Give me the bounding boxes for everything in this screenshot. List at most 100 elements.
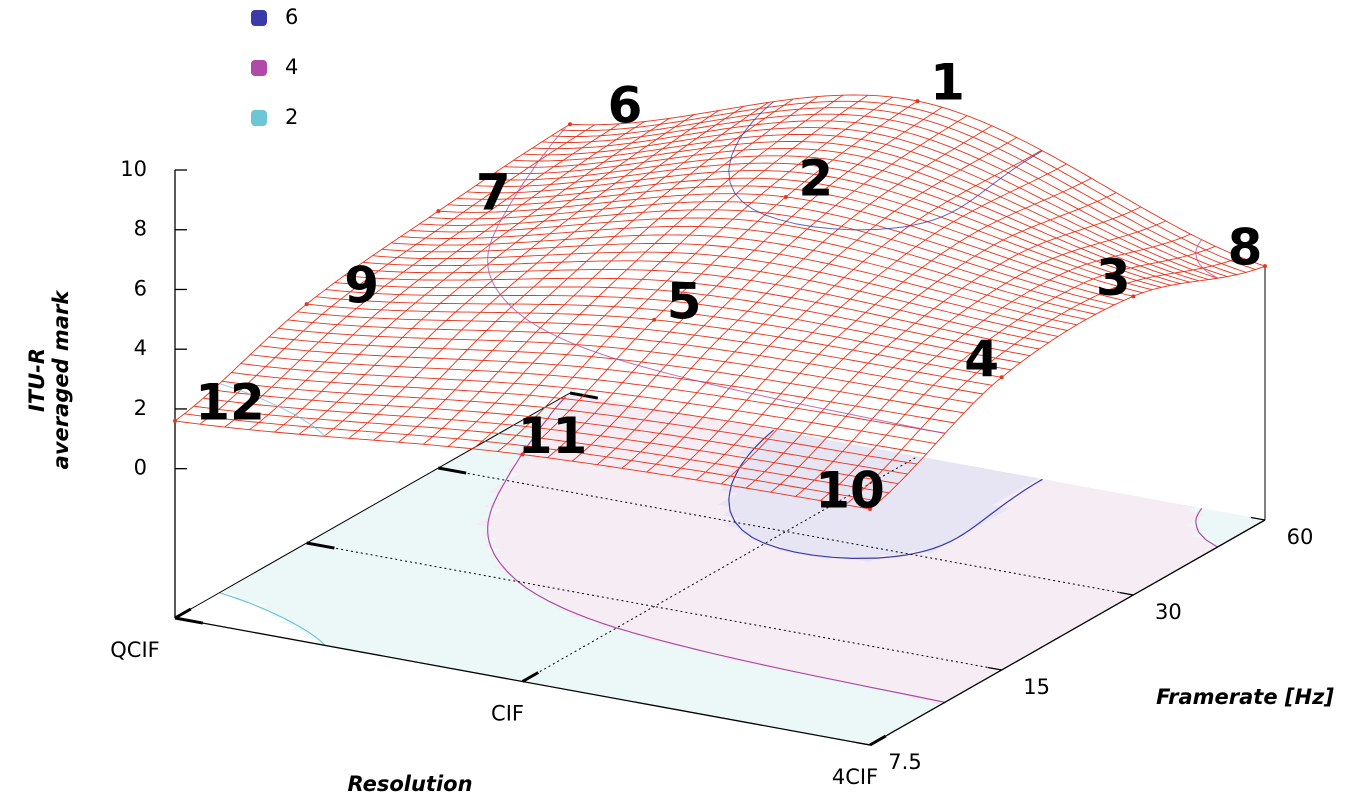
surface-point xyxy=(304,302,309,307)
surface-contour xyxy=(487,127,1218,434)
y-tick xyxy=(987,666,1002,671)
legend-swatch xyxy=(251,60,267,76)
surface-point xyxy=(783,194,788,199)
mesh-line xyxy=(372,251,1068,331)
mesh-line xyxy=(240,363,936,445)
legend-label: 4 xyxy=(285,55,298,79)
mesh-line xyxy=(400,225,1096,315)
y-tick-label: 60 xyxy=(1287,525,1314,549)
y-tick xyxy=(1119,591,1134,596)
mesh-line xyxy=(466,170,1162,288)
mesh-line xyxy=(419,209,1115,306)
surface-contour xyxy=(728,101,1043,231)
mesh-line xyxy=(224,123,620,428)
mesh-line xyxy=(522,127,1219,279)
mesh-line xyxy=(287,319,983,395)
rank-label: 9 xyxy=(344,257,379,315)
z-tick-label: 2 xyxy=(134,396,147,420)
mesh-line xyxy=(259,345,955,424)
y-tick xyxy=(1250,516,1266,521)
rank-label: 7 xyxy=(476,164,511,222)
rank-label: 3 xyxy=(1096,249,1131,307)
legend-label: 2 xyxy=(285,105,298,129)
surface-point xyxy=(568,122,572,127)
mesh-line xyxy=(391,234,1087,320)
rank-label: 6 xyxy=(608,77,643,135)
mesh-line xyxy=(447,185,1143,294)
surface-point xyxy=(652,317,657,322)
y-tick xyxy=(438,466,467,475)
rank-label: 5 xyxy=(667,272,702,330)
x-tick-label: QCIF xyxy=(110,638,159,662)
mesh-line xyxy=(485,155,1181,285)
legend-label: 6 xyxy=(285,5,298,29)
mesh-line xyxy=(212,389,908,475)
mesh-line xyxy=(560,100,1256,270)
z-axis-label: averaged mark xyxy=(49,289,73,470)
mesh-line xyxy=(551,107,1247,273)
legend-swatch xyxy=(251,10,267,26)
mesh-line xyxy=(344,275,1040,350)
rank-label: 10 xyxy=(815,462,885,520)
mesh-line xyxy=(457,177,1153,291)
axis-line xyxy=(869,519,1266,746)
rank-label: 8 xyxy=(1228,219,1263,277)
x-tick-label: 4CIF xyxy=(832,765,878,789)
z-axis-label: ITU-R xyxy=(25,348,49,412)
mesh-line xyxy=(381,243,1077,326)
mesh-line xyxy=(221,380,918,465)
mesh-line xyxy=(297,311,993,386)
grid-line xyxy=(522,456,918,682)
mesh-line xyxy=(494,148,1190,283)
mesh-line xyxy=(569,94,1266,267)
mesh-line xyxy=(475,162,1172,286)
mesh-line xyxy=(203,397,899,485)
x-axis-label: Resolution xyxy=(347,772,472,796)
surface-point xyxy=(1131,294,1136,299)
surface-point xyxy=(868,507,872,512)
mesh-line xyxy=(316,296,1012,371)
mesh-line xyxy=(532,120,1228,277)
mesh-line xyxy=(363,260,1059,337)
axis-line xyxy=(174,392,571,619)
y-tick-label: 30 xyxy=(1155,600,1182,624)
mesh-line xyxy=(353,268,1049,344)
mesh-line xyxy=(250,354,946,434)
mesh-line xyxy=(410,217,1106,310)
z-tick-label: 4 xyxy=(134,336,147,360)
mesh-line xyxy=(193,405,889,494)
mesh-line xyxy=(231,372,927,455)
y-tick xyxy=(306,541,335,550)
rank-label: 12 xyxy=(195,373,265,431)
mesh-line xyxy=(184,413,880,502)
mesh-line xyxy=(274,118,670,433)
z-tick-label: 6 xyxy=(134,276,147,300)
surface-point xyxy=(999,375,1004,380)
surface-contour xyxy=(219,383,326,437)
surface-point xyxy=(173,418,177,423)
mesh-line xyxy=(428,201,1124,301)
z-tick-label: 8 xyxy=(134,217,147,241)
z-tick-label: 10 xyxy=(120,157,147,181)
mesh-line xyxy=(513,134,1209,280)
mesh-line xyxy=(278,327,974,404)
y-tick-label: 15 xyxy=(1023,675,1050,699)
rank-label: 2 xyxy=(798,149,833,207)
mesh-line xyxy=(325,289,1021,364)
mesh-line xyxy=(541,113,1237,276)
surface-point xyxy=(520,452,525,457)
y-tick-label: 7.5 xyxy=(888,750,921,774)
rank-label: 11 xyxy=(518,407,588,465)
z-tick-label: 0 xyxy=(134,456,147,480)
surface-point xyxy=(1263,264,1267,269)
x-tick-label: CIF xyxy=(491,702,524,726)
rank-label: 4 xyxy=(964,330,999,388)
rank-label: 1 xyxy=(930,54,965,112)
y-axis-label: Framerate [Hz] xyxy=(1156,685,1334,709)
mesh-line xyxy=(504,141,1200,282)
mesh-line xyxy=(249,121,645,431)
surface-point xyxy=(915,99,920,104)
x-tick xyxy=(521,671,540,683)
surface-point xyxy=(436,209,441,214)
